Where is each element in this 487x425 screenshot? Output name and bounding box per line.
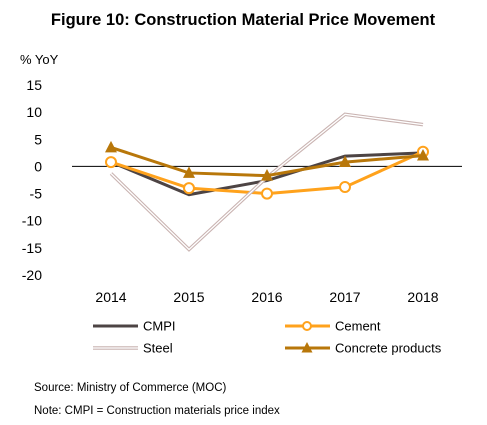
x-axis: 2014 2015 2016 2017 2018 (95, 289, 438, 305)
legend-label: Cement (335, 319, 381, 334)
source-note: Source: Ministry of Commerce (MOC) (34, 382, 227, 394)
y-tick-label: -20 (22, 267, 42, 283)
legend-label: Concrete products (335, 341, 442, 356)
data-point-triangle (261, 169, 273, 181)
legend-item: CMPI (93, 319, 176, 334)
data-point-circle (105, 156, 117, 169)
legend-label: Steel (143, 341, 173, 356)
data-point-triangle (417, 148, 429, 161)
definition-note: Note: CMPI = Construction materials pric… (34, 405, 280, 417)
legend-label: CMPI (143, 319, 176, 334)
y-tick-label: 10 (26, 104, 42, 120)
series-concrete-products (105, 140, 429, 181)
x-tick-label: 2016 (251, 289, 282, 305)
y-tick-label: 0 (34, 158, 42, 174)
legend-item: Steel (93, 341, 173, 356)
legend: CMPI Cement Steel Concrete products (93, 319, 442, 356)
data-point-triangle (183, 166, 195, 178)
x-tick-label: 2018 (407, 289, 438, 305)
y-tick-label: 5 (34, 131, 42, 147)
y-tick-label: -10 (22, 213, 42, 229)
legend-item: Cement (285, 319, 381, 334)
data-point-circle (302, 321, 312, 331)
data-point-circle (183, 182, 195, 195)
y-axis: 15 10 5 0 -5 -10 -15 -20 (22, 77, 42, 283)
y-tick-label: 15 (26, 77, 42, 93)
y-axis-label: % YoY (20, 52, 59, 67)
data-point-triangle (339, 155, 351, 168)
series-group (105, 112, 429, 252)
y-tick-label: -5 (30, 186, 43, 202)
series-cement (105, 145, 429, 200)
legend-item: Concrete products (285, 341, 442, 356)
data-point-triangle (301, 342, 313, 353)
data-point-circle (339, 181, 351, 194)
y-tick-label: -15 (22, 240, 42, 256)
data-point-triangle (105, 140, 117, 153)
x-tick-label: 2015 (173, 289, 204, 305)
x-tick-label: 2014 (95, 289, 126, 305)
x-tick-label: 2017 (329, 289, 360, 305)
data-point-circle (261, 187, 273, 200)
chart-title: Figure 10: Construction Material Price M… (51, 11, 436, 29)
